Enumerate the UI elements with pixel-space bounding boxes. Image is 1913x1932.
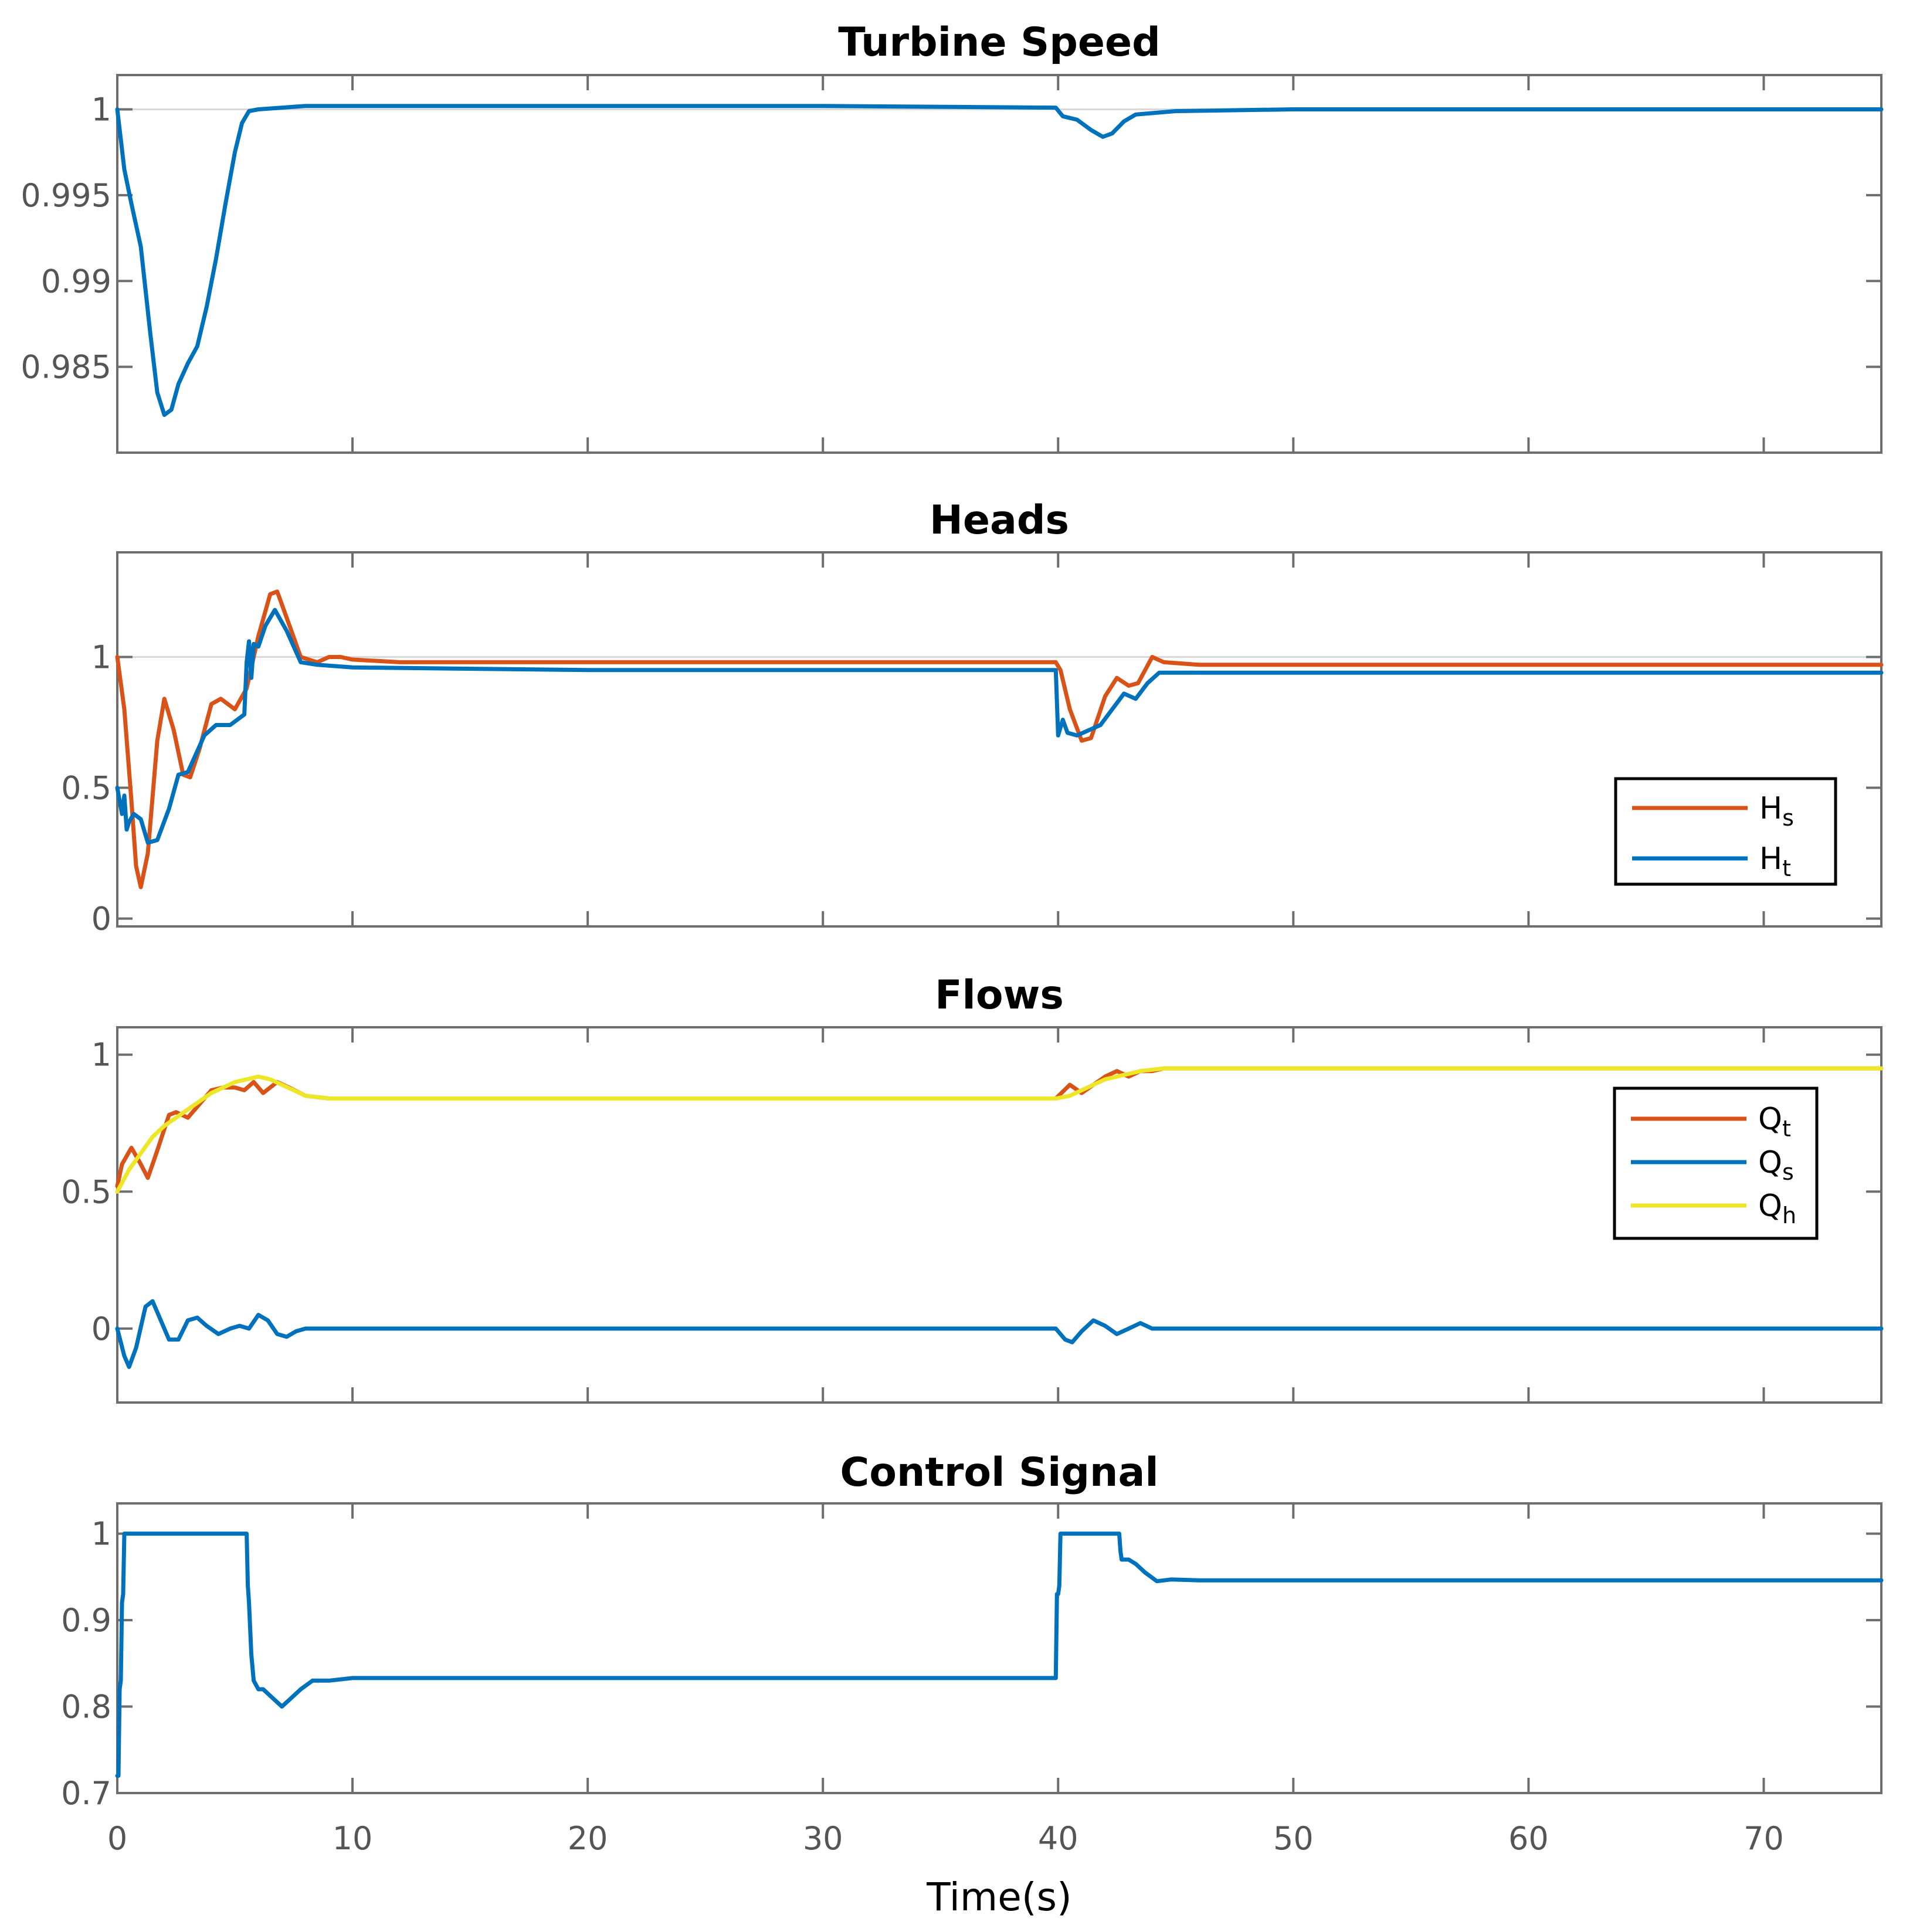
- x-tick-label: 30: [803, 1820, 843, 1857]
- series-line-Ht: [115, 607, 1884, 845]
- series-line-Qs: [115, 1299, 1884, 1369]
- legend-label-Qt: Qt: [1758, 1102, 1791, 1142]
- legend-box: [1614, 777, 1837, 886]
- panel-2: Heads 0 0.5 1 Hs Ht: [61, 497, 1884, 938]
- y-tick-label: 0.8: [61, 1689, 111, 1726]
- y-tick-label: 1: [91, 1516, 111, 1553]
- y-tick-label: 1: [91, 639, 111, 675]
- legend-label-Hs: Hs: [1759, 791, 1794, 831]
- series-line-Qh: [115, 1066, 1884, 1194]
- y-tick-label: 0: [91, 901, 111, 938]
- series-line-control: [115, 1532, 1884, 1778]
- x-axis-label: Time(s): [926, 1875, 1071, 1920]
- legend-label-Qh: Qh: [1758, 1189, 1796, 1228]
- series-line-speed: [115, 104, 1884, 417]
- x-tick-label: 60: [1508, 1820, 1549, 1857]
- panel-title: Turbine Speed: [838, 19, 1161, 66]
- x-tick-label: 40: [1038, 1820, 1078, 1857]
- legend-label-Ht: Ht: [1759, 841, 1791, 881]
- y-tick-label: 1: [91, 91, 111, 128]
- panel-title: Heads: [930, 497, 1069, 544]
- y-tick-label: 1: [91, 1037, 111, 1074]
- y-tick-label: 0.5: [61, 770, 111, 807]
- y-tick-label: 0.985: [21, 349, 111, 386]
- y-tick-label: 0.995: [21, 177, 111, 214]
- x-tick-label: 20: [568, 1820, 608, 1857]
- y-tick-label: 0.99: [41, 263, 111, 300]
- panel-title: Flows: [935, 972, 1064, 1018]
- x-tick-label: 70: [1744, 1820, 1784, 1857]
- panel-4: Control Signal 0 10 20 30 40 50 60 70 Time(s) 0.7 0…: [61, 1449, 1884, 1920]
- axes-box: [116, 551, 1883, 928]
- panel-1: Turbine Speed 0.985 0.99 0.995 1: [21, 19, 1884, 454]
- axes-box: [116, 74, 1883, 454]
- x-tick-label: 50: [1273, 1820, 1314, 1857]
- series-line-Hs: [115, 589, 1884, 889]
- y-tick-label: 0.5: [61, 1173, 111, 1210]
- panel-title: Control Signal: [840, 1449, 1158, 1496]
- x-tick-label: 0: [107, 1820, 127, 1857]
- legend: Hs Ht: [1614, 777, 1837, 886]
- axes-box: [116, 1502, 1883, 1794]
- y-tick-label: 0.7: [61, 1775, 111, 1812]
- y-tick-label: 0.9: [61, 1602, 111, 1639]
- axes-box: [116, 1026, 1883, 1404]
- legend-label-Qs: Qs: [1758, 1145, 1794, 1185]
- x-tick-label: 10: [333, 1820, 373, 1857]
- y-tick-label: 0: [91, 1310, 111, 1347]
